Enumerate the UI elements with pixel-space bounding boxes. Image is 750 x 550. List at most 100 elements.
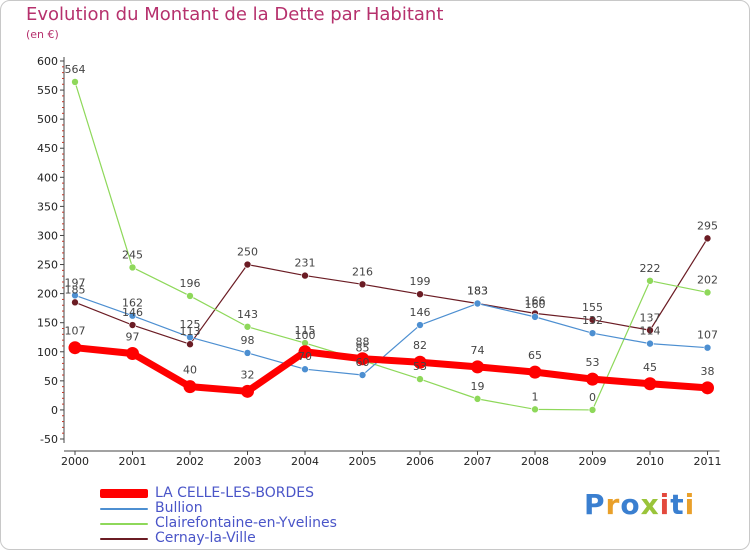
- data-label: 143: [237, 308, 258, 321]
- data-label: 114: [640, 325, 661, 338]
- data-point: [186, 292, 194, 300]
- data-point: [68, 341, 82, 355]
- data-point: [416, 375, 424, 383]
- y-tick-label: 300: [37, 229, 58, 242]
- legend-label: Cernay-la-Ville: [155, 530, 256, 546]
- data-label: 199: [410, 275, 431, 288]
- data-point: [646, 277, 654, 285]
- brand-letter: o: [620, 488, 641, 521]
- brand-logo: Proxiti: [584, 488, 695, 521]
- x-tick-label: 2006: [406, 455, 434, 468]
- data-label: 70: [298, 350, 312, 363]
- y-tick-label: 250: [37, 259, 58, 272]
- legend-swatch: [100, 538, 148, 540]
- data-point: [528, 365, 542, 379]
- data-label: 166: [525, 294, 546, 307]
- y-tick-label: 350: [37, 200, 58, 213]
- y-tick-label: 500: [37, 113, 58, 126]
- y-tick-label: 450: [37, 142, 58, 155]
- data-label: 155: [582, 301, 603, 314]
- x-tick-label: 2011: [694, 455, 722, 468]
- data-label: 107: [697, 329, 718, 342]
- data-label: 125: [180, 318, 201, 331]
- data-label: 98: [241, 334, 255, 347]
- y-tick-label: 400: [37, 171, 58, 184]
- legend-swatch: [100, 489, 148, 498]
- x-tick-label: 2002: [176, 455, 204, 468]
- data-label: 222: [640, 262, 661, 275]
- y-tick-label: 150: [37, 317, 58, 330]
- chart-title: Evolution du Montant de la Dette par Hab…: [26, 4, 444, 25]
- data-point: [703, 288, 712, 297]
- data-point: [71, 298, 79, 307]
- data-label: 85: [356, 341, 370, 354]
- data-point: [473, 395, 482, 403]
- data-point: [471, 360, 484, 374]
- x-tick-label: 2008: [521, 455, 549, 468]
- data-label: 137: [640, 311, 661, 324]
- data-label: 60: [356, 356, 370, 369]
- data-label: 0: [589, 391, 596, 404]
- data-label: 65: [528, 349, 542, 362]
- data-point: [588, 406, 597, 414]
- y-tick-label: 600: [37, 55, 58, 68]
- brand-letter: r: [605, 488, 621, 521]
- data-label: 88: [356, 336, 370, 349]
- data-label: 53: [413, 360, 427, 373]
- data-label: 245: [122, 248, 143, 261]
- data-point: [416, 321, 424, 329]
- data-label: 231: [295, 257, 316, 270]
- data-label: 250: [237, 246, 258, 259]
- data-label: 32: [241, 368, 255, 381]
- data-point: [531, 313, 539, 321]
- x-tick-label: 2005: [349, 455, 377, 468]
- data-point: [126, 347, 139, 361]
- legend-label: Bullion: [155, 500, 203, 516]
- data-point: [243, 322, 252, 331]
- data-label: 100: [295, 329, 316, 342]
- data-label: 295: [697, 219, 718, 232]
- x-tick-label: 2007: [464, 455, 492, 468]
- series-line: [71, 344, 711, 395]
- data-point: [356, 352, 369, 366]
- legend-swatch: [100, 523, 148, 525]
- data-label: 82: [413, 339, 427, 352]
- data-label: 97: [126, 331, 140, 344]
- data-point: [128, 321, 137, 329]
- data-point: [586, 372, 599, 386]
- data-label: 196: [180, 277, 201, 290]
- brand-letter: i: [659, 488, 671, 521]
- data-label: 53: [586, 356, 600, 369]
- data-point: [703, 234, 712, 243]
- brand-letter: t: [670, 488, 685, 521]
- y-tick-label: -50: [40, 433, 58, 446]
- data-point: [241, 384, 254, 398]
- data-point: [416, 290, 424, 298]
- data-point: [646, 326, 654, 335]
- y-tick-label: 550: [37, 84, 58, 97]
- data-label: 115: [295, 324, 316, 337]
- series-line: [74, 81, 709, 411]
- data-label: 107: [65, 325, 86, 338]
- data-label: 45: [643, 361, 657, 374]
- data-label: 197: [65, 276, 86, 289]
- data-label: 202: [697, 273, 718, 286]
- data-point: [643, 377, 657, 391]
- data-point: [71, 291, 79, 300]
- x-tick-label: 2000: [61, 455, 89, 468]
- data-label: 146: [410, 306, 431, 319]
- data-point: [473, 299, 482, 308]
- series-line: [74, 237, 709, 345]
- data-point: [128, 263, 137, 272]
- unit-label: (en €): [26, 28, 59, 41]
- data-label: 146: [122, 306, 143, 319]
- data-label: 162: [122, 297, 143, 310]
- data-point: [701, 381, 714, 395]
- y-tick-label: 200: [37, 288, 58, 301]
- brand-letter: i: [684, 488, 696, 521]
- data-label: 216: [352, 265, 373, 278]
- data-label: 185: [65, 283, 86, 296]
- data-point: [413, 355, 427, 369]
